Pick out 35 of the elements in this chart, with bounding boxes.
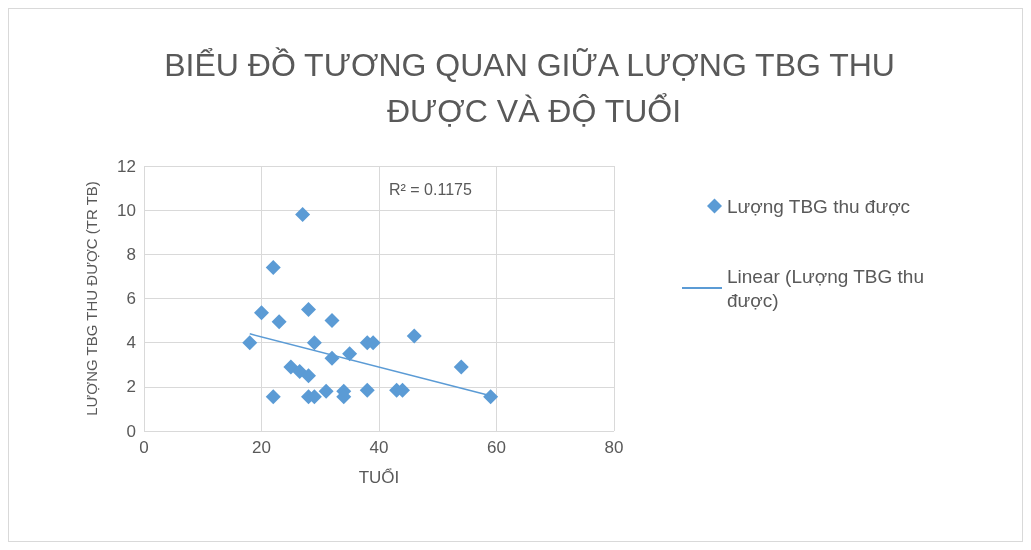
point [306, 335, 322, 351]
point [318, 383, 334, 399]
annotation: R² = 0.1175 [389, 180, 472, 198]
point [301, 368, 316, 384]
y-tick-label: 10 [117, 200, 136, 220]
x-tick-label: 0 [139, 438, 149, 457]
y-tick-label: 6 [126, 289, 136, 308]
point [301, 302, 316, 318]
y-tick-label: 0 [126, 421, 136, 441]
point [265, 260, 281, 276]
point [483, 389, 499, 405]
x-tick-label: 60 [487, 438, 506, 457]
legend-label: Linear (Lượng TBG thu được) [727, 265, 930, 311]
point [271, 314, 287, 330]
legend-label: Lượng TBG thu được [727, 195, 911, 217]
point [342, 346, 358, 362]
chart-title: BIỂU ĐỒ TƯƠNG QUAN GIỮA LƯỢNG TBG THU ĐƯỢC VÀ ĐỘ TUỔI [164, 47, 904, 129]
y-tick-label: 4 [126, 333, 136, 353]
y-tick-label: 2 [126, 377, 136, 397]
x-tick-label: 80 [604, 438, 624, 457]
y-tick-label: 12 [117, 156, 136, 176]
point [406, 328, 422, 344]
point [242, 335, 258, 351]
x-tick-label: 40 [369, 438, 389, 457]
x-tick-label: 20 [252, 438, 271, 457]
point [265, 389, 281, 405]
y-tick-label: 8 [126, 244, 136, 264]
point [254, 305, 269, 321]
point [324, 313, 340, 329]
x-axis-title: TUỔI [358, 468, 400, 487]
point [453, 359, 469, 375]
y-axis-title: LƯỢNG TBG THU ĐƯỢC (TR TB) [83, 181, 100, 416]
point [292, 363, 308, 379]
point [359, 382, 375, 398]
point [295, 207, 311, 223]
